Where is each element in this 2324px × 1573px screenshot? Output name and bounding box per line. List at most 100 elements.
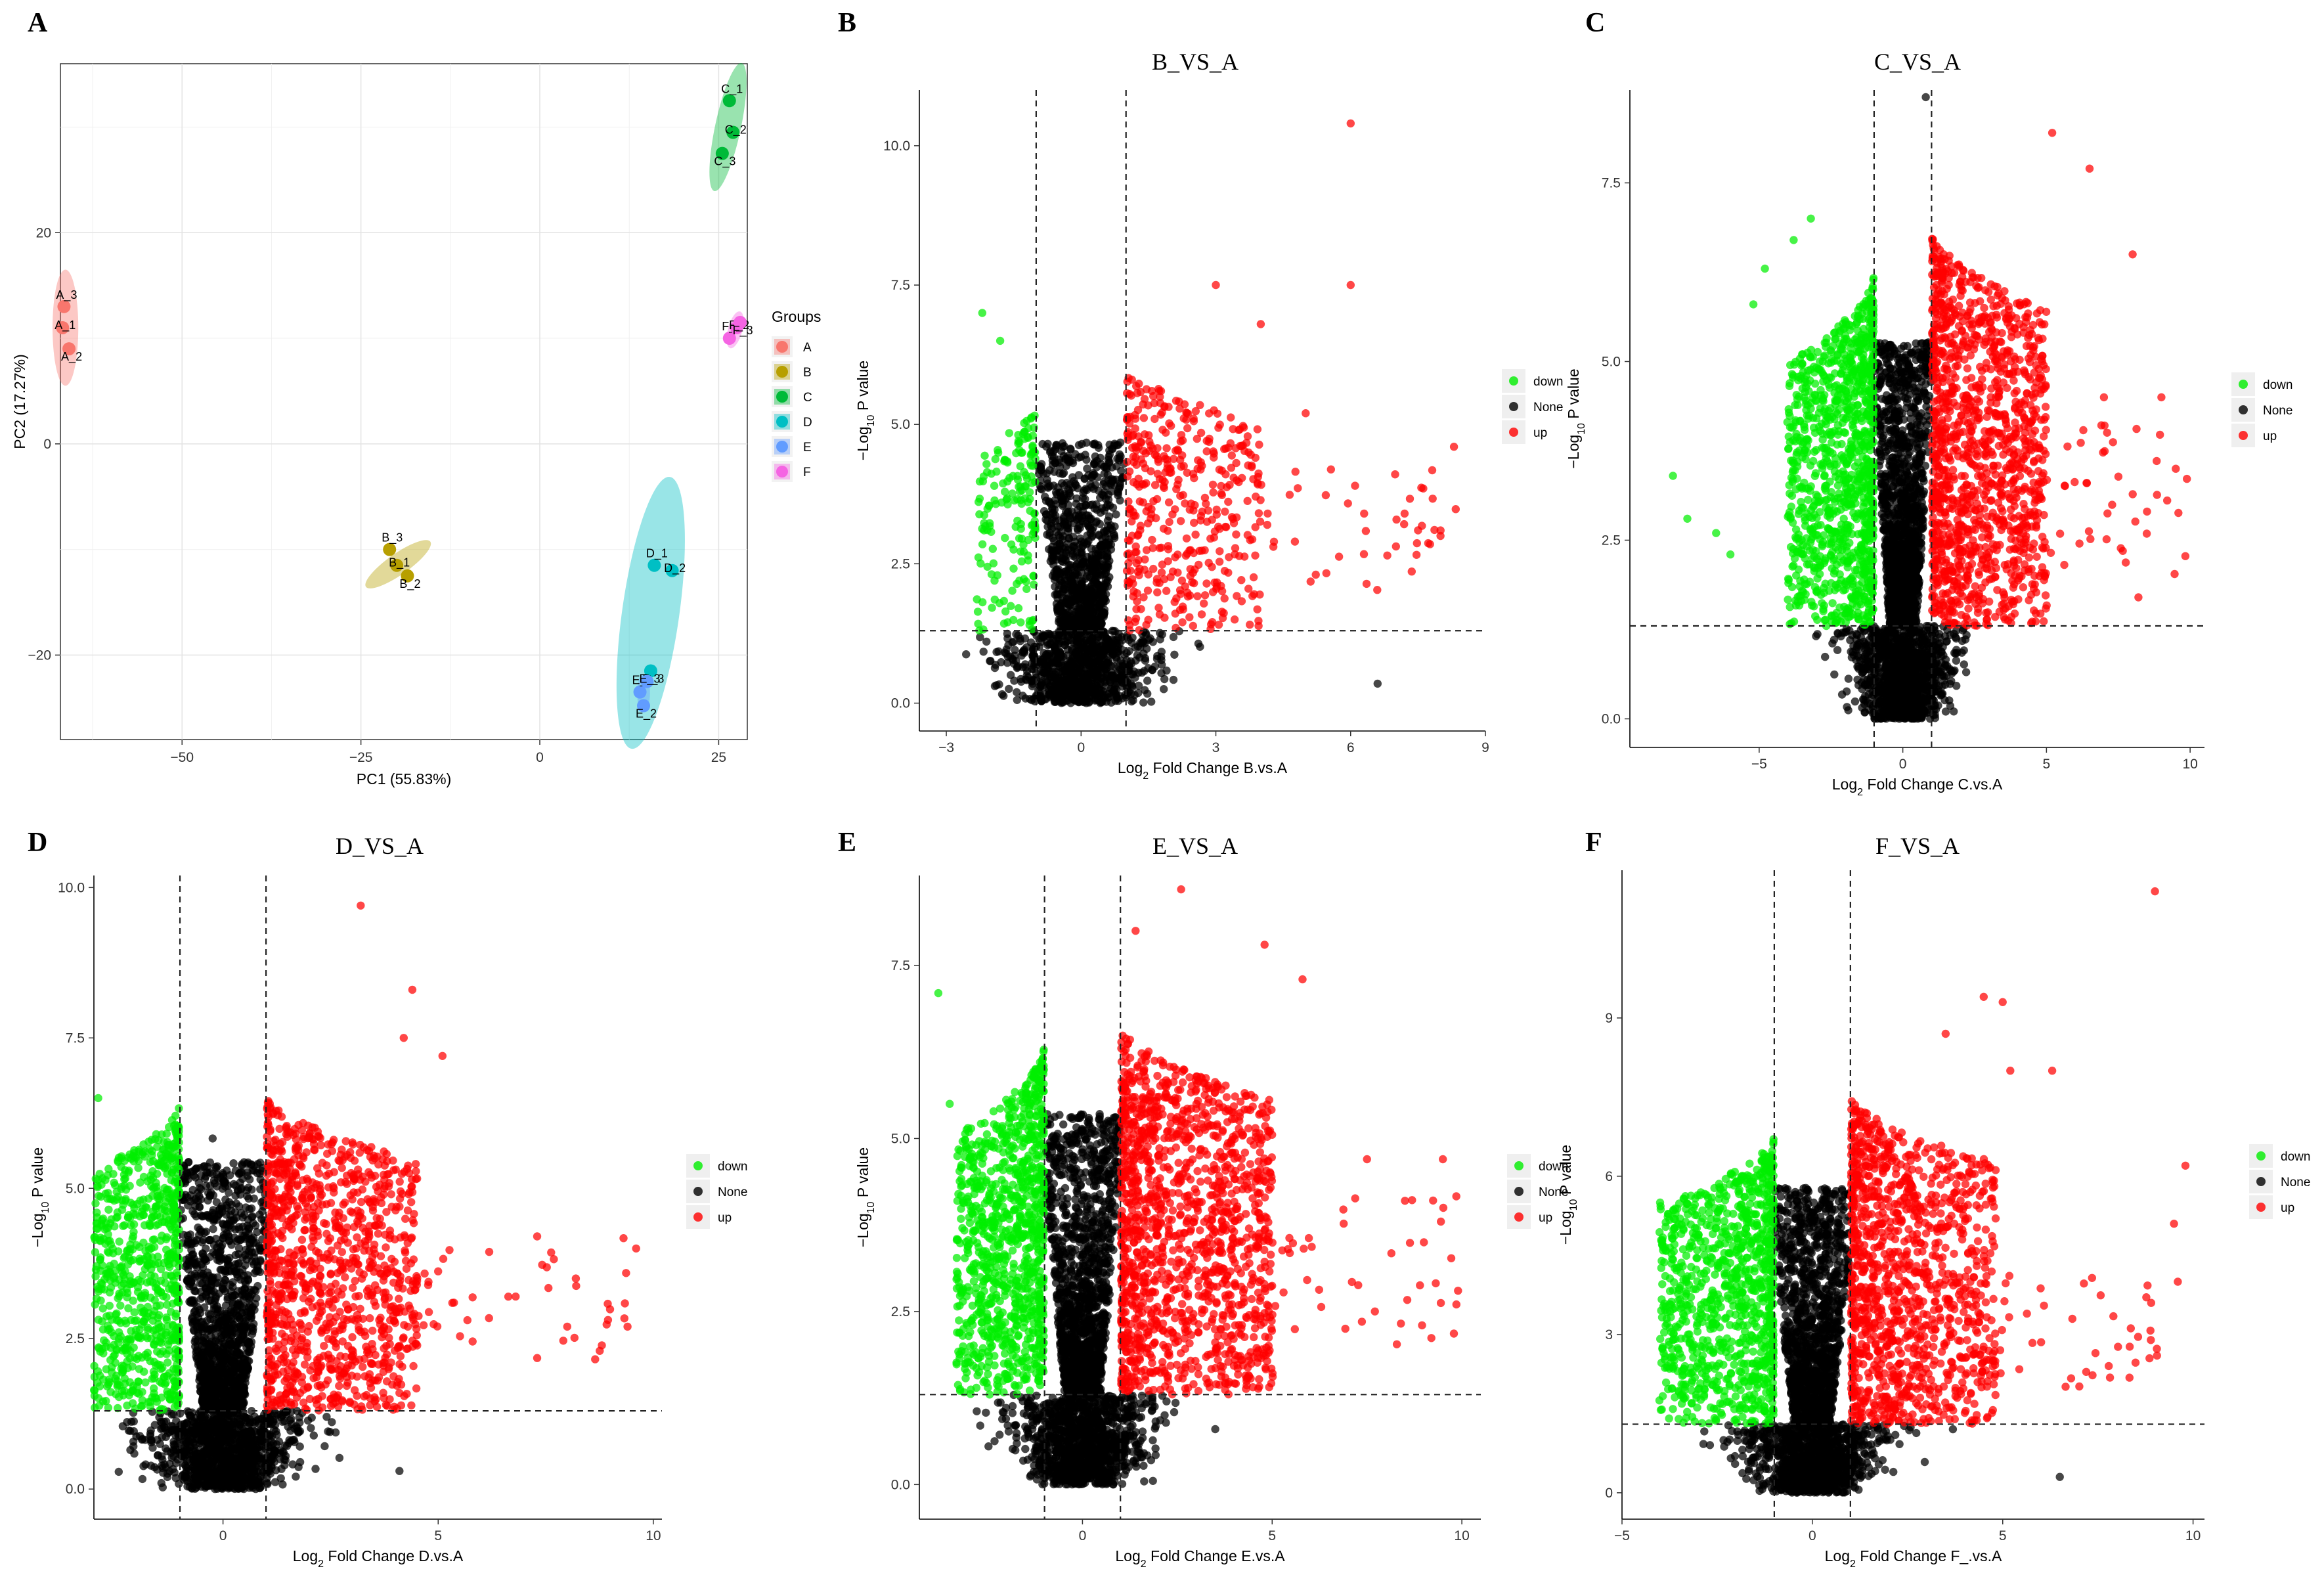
up-point — [1139, 414, 1149, 422]
up-point — [1164, 498, 1173, 507]
none-point — [1043, 530, 1051, 539]
y-tick-label: 0.0 — [1602, 711, 1621, 726]
none-point — [1102, 482, 1110, 491]
up-point — [1141, 555, 1149, 564]
none-point — [1048, 667, 1057, 675]
none-point — [1830, 635, 1839, 644]
up-point — [1142, 479, 1151, 487]
none-point — [1010, 676, 1019, 685]
none-point — [1048, 546, 1057, 555]
none-point — [1070, 582, 1078, 590]
none-point — [1091, 568, 1100, 577]
y-axis-label: PC2 (17.27%) — [11, 354, 28, 449]
up-point — [1215, 465, 1224, 474]
sample-point — [734, 315, 747, 329]
up-point — [1189, 506, 1198, 515]
none-point — [1853, 675, 1862, 684]
up-point — [1202, 499, 1210, 508]
none-point — [1144, 664, 1152, 673]
none-point — [1064, 632, 1073, 641]
up-point — [1123, 472, 1132, 481]
legend-key-point — [776, 341, 788, 353]
none-point — [1056, 523, 1064, 531]
up-point — [1147, 510, 1156, 519]
none-point — [1851, 697, 1860, 706]
outlier-point — [1373, 679, 1382, 688]
up-point — [1213, 409, 1222, 418]
none-point — [1102, 644, 1111, 653]
none-point — [1103, 563, 1112, 571]
down-point — [1008, 587, 1017, 595]
up-point — [1147, 467, 1155, 476]
legend-key-point — [776, 391, 788, 403]
up-point — [1155, 387, 1164, 395]
none-point — [1064, 454, 1073, 462]
none-point — [1812, 632, 1820, 640]
outlier-point — [1302, 409, 1310, 418]
none-point — [1068, 596, 1077, 605]
none-point — [1960, 660, 1968, 669]
none-point — [1109, 671, 1118, 680]
none-point — [1129, 696, 1137, 705]
up-point — [1132, 559, 1141, 567]
none-point — [1082, 438, 1091, 447]
down-point — [987, 570, 996, 579]
none-point — [1100, 657, 1108, 667]
up-point — [1162, 444, 1171, 453]
none-point — [1128, 638, 1136, 647]
sample-label: A_2 — [61, 350, 82, 364]
none-point — [1962, 668, 1971, 676]
none-point — [1044, 690, 1053, 699]
none-point — [1089, 460, 1098, 468]
none-point — [1916, 365, 1924, 373]
down-point — [1020, 482, 1030, 491]
y-tick-label: 5.0 — [1602, 354, 1621, 369]
none-point — [1858, 703, 1866, 712]
none-point — [1100, 570, 1109, 579]
none-point — [1068, 617, 1078, 625]
up-point — [1141, 430, 1149, 439]
down-point — [980, 451, 989, 460]
up-point — [1182, 408, 1191, 417]
sample-point — [665, 564, 679, 577]
sample-point — [715, 146, 729, 160]
up-point — [1153, 444, 1162, 453]
up-point — [1220, 594, 1229, 603]
none-point — [1101, 495, 1110, 503]
outlier-point — [1256, 320, 1265, 328]
up-point — [1190, 579, 1198, 588]
y-tick-label: 5.0 — [891, 417, 910, 432]
none-point — [1088, 625, 1097, 634]
up-point — [1334, 552, 1344, 561]
none-point — [1101, 682, 1110, 690]
group-ellipse-c — [709, 62, 747, 192]
none-point — [1078, 638, 1086, 647]
up-point — [1209, 488, 1217, 497]
none-point — [1078, 658, 1087, 667]
x-tick-label: −25 — [349, 750, 373, 765]
none-point — [1117, 466, 1126, 476]
up-point — [1160, 483, 1168, 493]
none-point — [1881, 544, 1890, 552]
y-axis-label: −Log10 P value — [1565, 368, 1587, 468]
none-point — [1899, 342, 1908, 351]
sample-point — [633, 685, 647, 699]
none-point — [1116, 656, 1125, 665]
up-point — [1206, 625, 1215, 633]
up-point — [1200, 546, 1209, 554]
up-point — [1224, 497, 1233, 506]
up-point — [1256, 590, 1264, 599]
none-point — [1147, 698, 1156, 706]
sample-label: D_1 — [646, 547, 668, 561]
y-tick-label: 0.0 — [891, 696, 910, 711]
sample-point — [62, 342, 76, 356]
up-point — [1185, 591, 1195, 600]
sample-point — [383, 543, 397, 556]
up-point — [1383, 551, 1392, 560]
none-point — [1000, 648, 1009, 657]
up-point — [1251, 551, 1260, 560]
none-point — [1111, 696, 1120, 705]
up-point — [1164, 557, 1172, 565]
